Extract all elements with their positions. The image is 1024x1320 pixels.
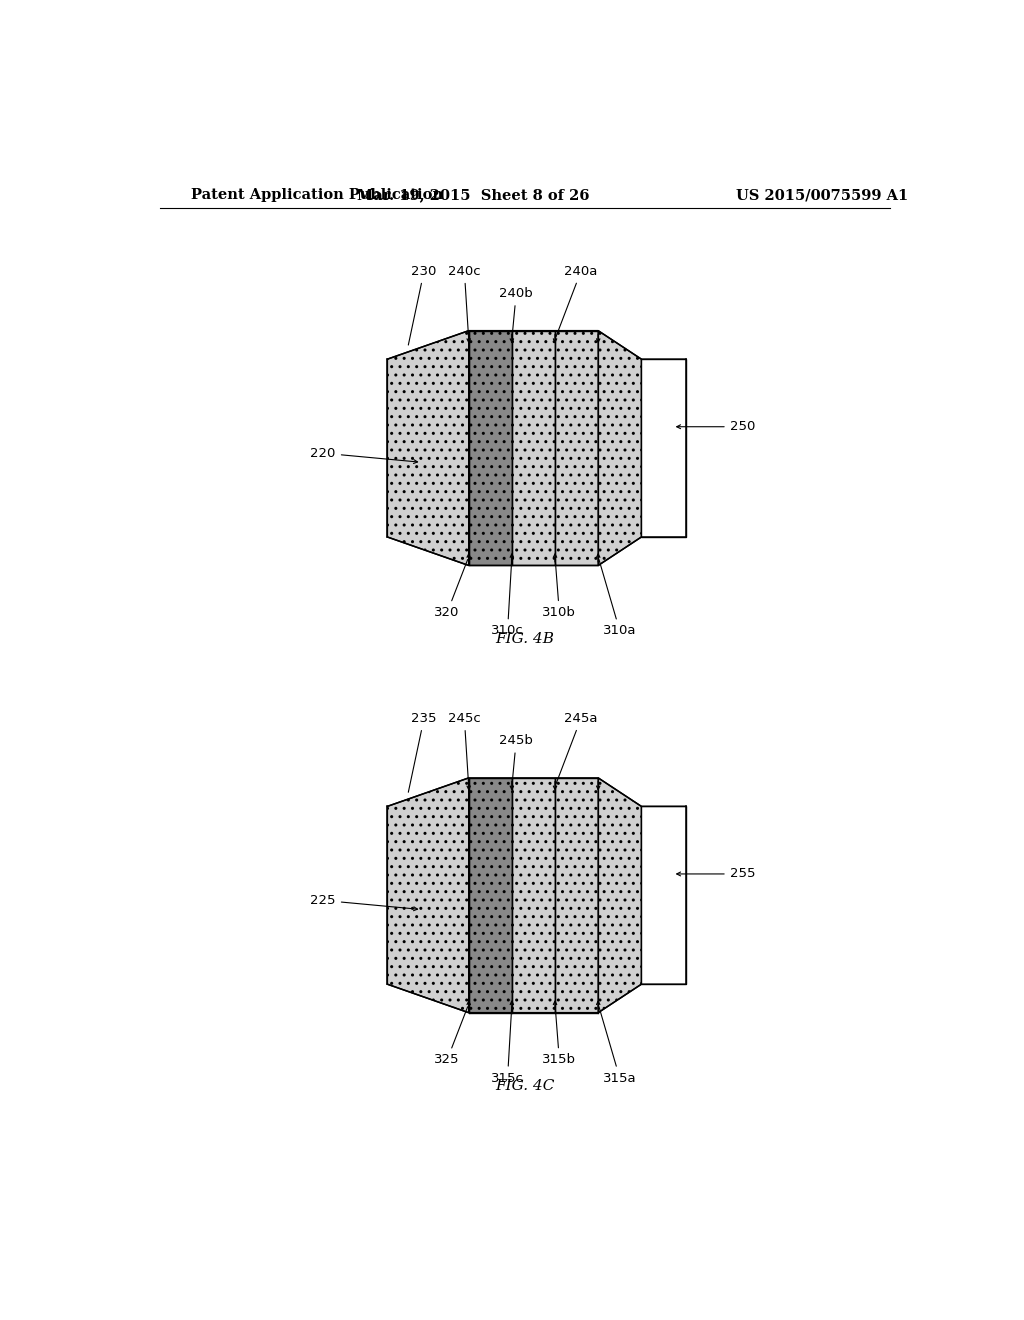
- Polygon shape: [598, 331, 641, 565]
- Text: 315a: 315a: [599, 1007, 637, 1085]
- Polygon shape: [641, 359, 686, 537]
- Polygon shape: [512, 777, 555, 1012]
- Text: 240b: 240b: [500, 288, 534, 337]
- Text: 250: 250: [677, 420, 755, 433]
- Polygon shape: [387, 331, 469, 565]
- Text: FIG. 4B: FIG. 4B: [496, 632, 554, 645]
- Polygon shape: [512, 331, 555, 565]
- Polygon shape: [469, 331, 512, 565]
- Text: 230: 230: [409, 265, 436, 345]
- Text: US 2015/0075599 A1: US 2015/0075599 A1: [736, 189, 908, 202]
- Text: Patent Application Publication: Patent Application Publication: [191, 189, 443, 202]
- Text: 315c: 315c: [492, 1007, 524, 1085]
- Text: 310a: 310a: [599, 560, 637, 638]
- Text: 310c: 310c: [492, 560, 524, 638]
- Text: 245a: 245a: [556, 711, 598, 784]
- Polygon shape: [598, 777, 641, 1012]
- Text: 245c: 245c: [447, 711, 480, 784]
- Text: 240c: 240c: [449, 265, 480, 337]
- Text: 325: 325: [434, 1007, 468, 1067]
- Polygon shape: [641, 807, 686, 985]
- Text: Mar. 19, 2015  Sheet 8 of 26: Mar. 19, 2015 Sheet 8 of 26: [357, 189, 590, 202]
- Polygon shape: [555, 331, 598, 565]
- Text: 310b: 310b: [543, 560, 577, 619]
- Text: 225: 225: [310, 894, 418, 911]
- Polygon shape: [387, 777, 469, 1012]
- Text: 235: 235: [409, 711, 437, 792]
- Polygon shape: [469, 777, 512, 1012]
- Text: 240a: 240a: [556, 265, 598, 337]
- Text: 255: 255: [677, 867, 756, 880]
- Text: 245b: 245b: [500, 734, 534, 784]
- Text: 320: 320: [434, 560, 468, 619]
- Polygon shape: [555, 777, 598, 1012]
- Text: FIG. 4C: FIG. 4C: [496, 1078, 554, 1093]
- Text: 220: 220: [310, 446, 418, 463]
- Text: 315b: 315b: [543, 1007, 577, 1067]
